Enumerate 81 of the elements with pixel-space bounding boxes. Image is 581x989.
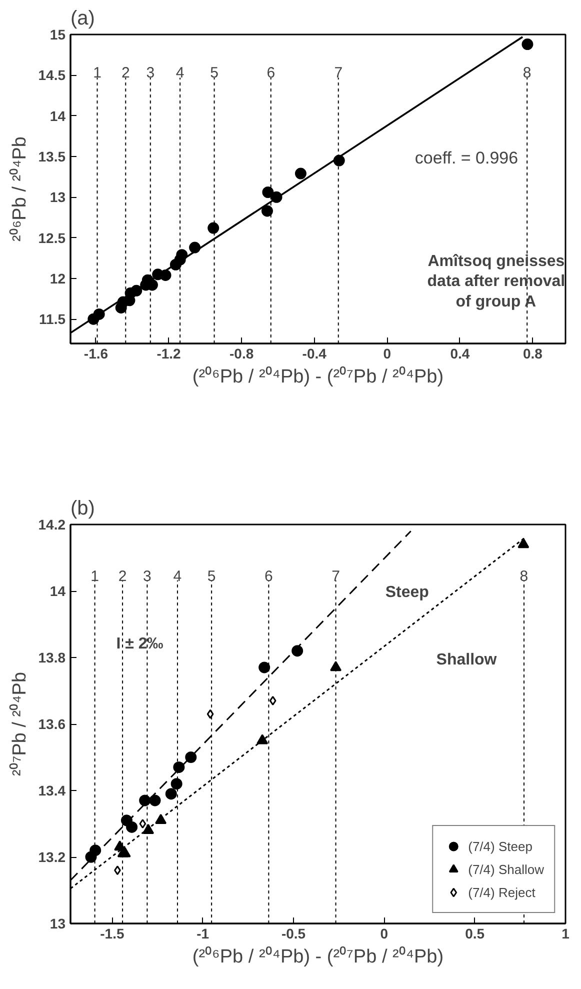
x-tick-label: -1.2 bbox=[156, 346, 182, 362]
annotation: 5 bbox=[207, 568, 216, 586]
point bbox=[262, 186, 274, 198]
point bbox=[292, 645, 304, 657]
point bbox=[206, 709, 214, 719]
annotation: Steep bbox=[385, 584, 430, 601]
x-tick-label: -1.5 bbox=[100, 926, 124, 942]
y-tick-label: 12.5 bbox=[38, 230, 66, 246]
point bbox=[330, 660, 342, 672]
annotation: 2 bbox=[121, 64, 130, 82]
annotation: 5 bbox=[210, 64, 218, 82]
point bbox=[294, 168, 306, 180]
x-tick-label: -0.8 bbox=[230, 346, 254, 362]
x-tick-label: -1 bbox=[196, 926, 210, 942]
y-tick-label: 13.2 bbox=[38, 849, 66, 865]
x-tick-label: 0.8 bbox=[523, 346, 543, 362]
point bbox=[256, 734, 268, 744]
point bbox=[522, 38, 534, 50]
y-tick-label: 14 bbox=[50, 108, 66, 124]
y-tick-label: 13 bbox=[50, 189, 66, 206]
y-tick-label: 15 bbox=[50, 26, 66, 42]
x-tick-label: 0 bbox=[383, 346, 392, 362]
chart-title: (b) bbox=[70, 498, 95, 520]
y-tick-label: 13.5 bbox=[38, 148, 66, 164]
chart-title: (a) bbox=[70, 8, 95, 30]
x-tick-label: -0.5 bbox=[281, 926, 306, 942]
legend-label: (7/4) Reject bbox=[468, 884, 536, 900]
point bbox=[518, 538, 530, 548]
annotation: 7 bbox=[334, 64, 343, 82]
y-axis-title: ²⁰⁶Pb / ²⁰⁴Pb bbox=[8, 136, 30, 242]
annotation: Amîtsoq gneisses data after removal of group A bbox=[427, 252, 566, 311]
x-tick-label: 0.5 bbox=[465, 926, 485, 942]
annotation: 1 bbox=[93, 64, 102, 82]
annotation: 3 bbox=[146, 64, 155, 82]
y-tick-label: 14.5 bbox=[38, 67, 66, 84]
annotation: 8 bbox=[520, 568, 528, 586]
y-tick-label: 12 bbox=[50, 270, 66, 286]
annotation: 7 bbox=[332, 568, 340, 586]
y-tick-label: 11.5 bbox=[39, 311, 66, 328]
annotation: 2 bbox=[118, 568, 127, 586]
point bbox=[114, 866, 121, 876]
x-axis-title: (²⁰⁶Pb / ²⁰⁴Pb) - (²⁰⁷Pb / ²⁰⁴Pb) bbox=[192, 366, 444, 388]
point bbox=[208, 222, 220, 234]
point bbox=[126, 821, 138, 833]
x-tick-label: 1 bbox=[562, 926, 570, 942]
annotation: 3 bbox=[143, 568, 152, 586]
legend-label: (7/4) Steep bbox=[468, 838, 532, 854]
point bbox=[90, 844, 102, 856]
x-tick-label: -0.4 bbox=[302, 346, 327, 362]
point bbox=[170, 778, 182, 790]
y-tick-label: 14 bbox=[50, 583, 66, 599]
annotation: 6 bbox=[266, 64, 276, 82]
point bbox=[173, 761, 185, 773]
y-tick-label: 13.8 bbox=[38, 650, 66, 666]
annotation: 4 bbox=[176, 64, 184, 82]
point bbox=[149, 794, 161, 806]
y-tick-label: 14.2 bbox=[38, 516, 66, 532]
y-tick-label: 13.4 bbox=[38, 782, 66, 798]
x-tick-label: 0.4 bbox=[450, 346, 470, 362]
point bbox=[165, 788, 177, 800]
point bbox=[269, 696, 276, 706]
x-tick-label: -1.6 bbox=[84, 346, 108, 362]
point bbox=[258, 662, 270, 674]
y-axis-title: ²⁰⁷Pb / ²⁰⁴Pb bbox=[8, 672, 30, 776]
y-tick-label: 13 bbox=[50, 916, 66, 932]
annotation: 1 bbox=[90, 568, 99, 586]
x-axis-title: (²⁰⁶Pb / ²⁰⁴Pb) - (²⁰⁷Pb / ²⁰⁴Pb) bbox=[192, 946, 444, 968]
annotation: 6 bbox=[264, 568, 273, 586]
annotation: 8 bbox=[522, 64, 532, 82]
point bbox=[261, 205, 273, 217]
point bbox=[139, 794, 151, 806]
annotation: I ± 2‰ bbox=[116, 636, 164, 653]
annotation: 4 bbox=[173, 568, 182, 586]
x-tick-label: 0 bbox=[380, 926, 388, 942]
legend-label: (7/4) Shallow bbox=[468, 862, 544, 876]
annotation: Shallow bbox=[436, 652, 498, 669]
point bbox=[139, 819, 146, 828]
point bbox=[185, 752, 197, 763]
annotation: coeff. = 0.996 bbox=[414, 148, 518, 168]
y-tick-label: 13.6 bbox=[38, 716, 66, 732]
point bbox=[142, 824, 154, 834]
